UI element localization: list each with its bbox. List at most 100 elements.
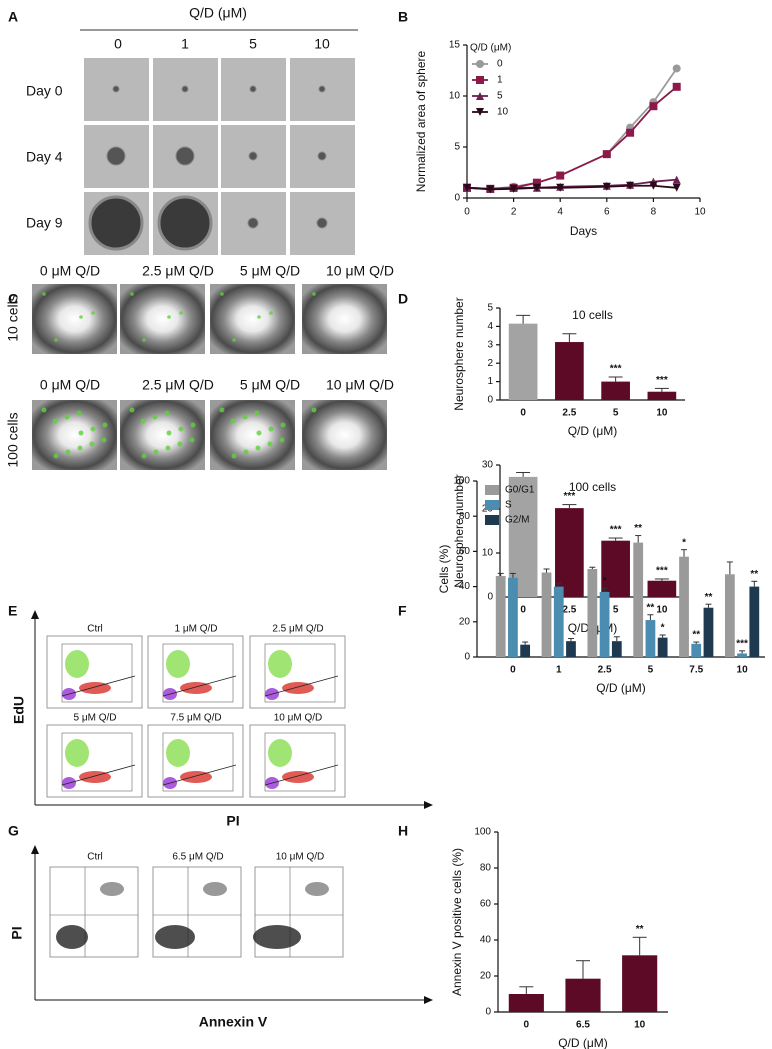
bar bbox=[647, 580, 677, 597]
marker bbox=[532, 183, 541, 192]
bar bbox=[565, 978, 601, 1012]
arrow-head bbox=[424, 801, 433, 809]
x-tick-label: 0 bbox=[510, 665, 516, 676]
y-axis-label: Normalized area of sphere bbox=[414, 50, 428, 192]
x-tick-label: 8 bbox=[651, 207, 657, 218]
green-cloud bbox=[65, 739, 89, 767]
column-label: 2.5 μM Q/D bbox=[142, 263, 214, 279]
spheroid bbox=[230, 418, 236, 424]
spheroid bbox=[78, 430, 84, 436]
spheroid bbox=[267, 441, 273, 447]
spheroid bbox=[152, 414, 158, 420]
panel-letter: A bbox=[8, 9, 18, 25]
significance: * bbox=[682, 537, 686, 548]
marker bbox=[649, 181, 658, 190]
significance: ** bbox=[634, 523, 642, 534]
bar bbox=[691, 643, 702, 657]
x-tick-label: 2.5 bbox=[598, 665, 612, 676]
bar bbox=[645, 620, 656, 657]
well-image bbox=[32, 284, 117, 354]
x-tick-label: 2 bbox=[511, 207, 517, 218]
y-tick-label: 40 bbox=[480, 935, 492, 946]
spheroid bbox=[42, 292, 46, 296]
spheroid bbox=[89, 441, 95, 447]
spheroid bbox=[165, 445, 171, 451]
spheroid bbox=[79, 315, 83, 319]
legend-label: 1 bbox=[497, 75, 503, 86]
spheroid bbox=[268, 426, 274, 432]
bar bbox=[737, 653, 747, 657]
spheroid bbox=[232, 338, 236, 342]
dot-cloud bbox=[253, 925, 301, 949]
y-tick-label: 4 bbox=[487, 321, 493, 332]
y-tick-label: 100 bbox=[453, 476, 470, 487]
y-tick-label: 10 bbox=[482, 548, 494, 559]
column-label: 5 μM Q/D bbox=[240, 377, 300, 393]
gate-line bbox=[264, 675, 339, 697]
y-axis-label: Cells (%) bbox=[437, 545, 451, 594]
y-tick-label: 10 bbox=[449, 91, 461, 102]
marker bbox=[626, 181, 635, 190]
column-label: 10 μM Q/D bbox=[326, 377, 394, 393]
plot-title: 1 μM Q/D bbox=[175, 624, 218, 635]
chart-title: 100 cells bbox=[569, 480, 616, 494]
y-tick-label: 80 bbox=[459, 511, 471, 522]
row-label: 100 cells bbox=[5, 412, 21, 467]
x-tick-label: 5 bbox=[613, 408, 619, 419]
significance: *** bbox=[736, 638, 748, 649]
arrow-head bbox=[31, 610, 39, 619]
spheroid bbox=[129, 407, 135, 413]
bar bbox=[599, 591, 610, 657]
spheroid bbox=[177, 441, 183, 447]
spheroid bbox=[102, 422, 108, 428]
marker bbox=[672, 82, 681, 91]
y-tick-label: 0 bbox=[454, 193, 460, 204]
y-tick-label: 0 bbox=[485, 1007, 491, 1018]
column-label: 10 bbox=[314, 36, 330, 52]
bar bbox=[508, 323, 538, 400]
gate-line bbox=[61, 675, 136, 697]
marker bbox=[556, 171, 565, 180]
spheroid bbox=[189, 437, 195, 443]
legend-label: G0/G1 bbox=[505, 485, 535, 496]
green-cloud bbox=[166, 739, 190, 767]
spheroid bbox=[269, 311, 273, 315]
green-cloud bbox=[65, 650, 89, 678]
y-tick-label: 0 bbox=[487, 395, 493, 406]
spheroid bbox=[141, 453, 147, 459]
series-line bbox=[466, 86, 678, 190]
well-image bbox=[302, 284, 387, 354]
dot-cloud bbox=[100, 882, 124, 896]
gate bbox=[61, 732, 133, 792]
x-tick-label: 5 bbox=[613, 605, 619, 616]
dot-cloud bbox=[203, 882, 227, 896]
panel-letter: D bbox=[398, 291, 408, 307]
marker bbox=[556, 183, 565, 192]
y-tick-label: 60 bbox=[480, 899, 492, 910]
marker bbox=[509, 184, 518, 193]
x-tick-label: 4 bbox=[557, 207, 563, 218]
bar bbox=[724, 574, 735, 657]
sphere bbox=[316, 217, 328, 229]
x-tick-label: 0 bbox=[464, 207, 470, 218]
significance: ** bbox=[692, 630, 700, 641]
gate-line bbox=[61, 764, 136, 786]
x-axis-label: Q/D (μM) bbox=[596, 681, 646, 695]
sphere bbox=[247, 217, 259, 229]
bar bbox=[495, 576, 506, 657]
dot-cloud bbox=[56, 925, 88, 949]
marker bbox=[626, 128, 635, 137]
marker bbox=[463, 183, 471, 192]
sphere bbox=[157, 195, 213, 251]
bar bbox=[553, 586, 564, 657]
flow-plot bbox=[249, 635, 346, 709]
bar bbox=[566, 641, 576, 657]
dot-cloud bbox=[155, 925, 195, 949]
g-x-axis: Annexin V bbox=[199, 1014, 268, 1030]
spheroid bbox=[91, 311, 95, 315]
spheroid bbox=[280, 422, 286, 428]
x-tick-label: 0 bbox=[520, 408, 526, 419]
g-y-axis: PI bbox=[9, 926, 25, 939]
spheroid bbox=[256, 430, 262, 436]
